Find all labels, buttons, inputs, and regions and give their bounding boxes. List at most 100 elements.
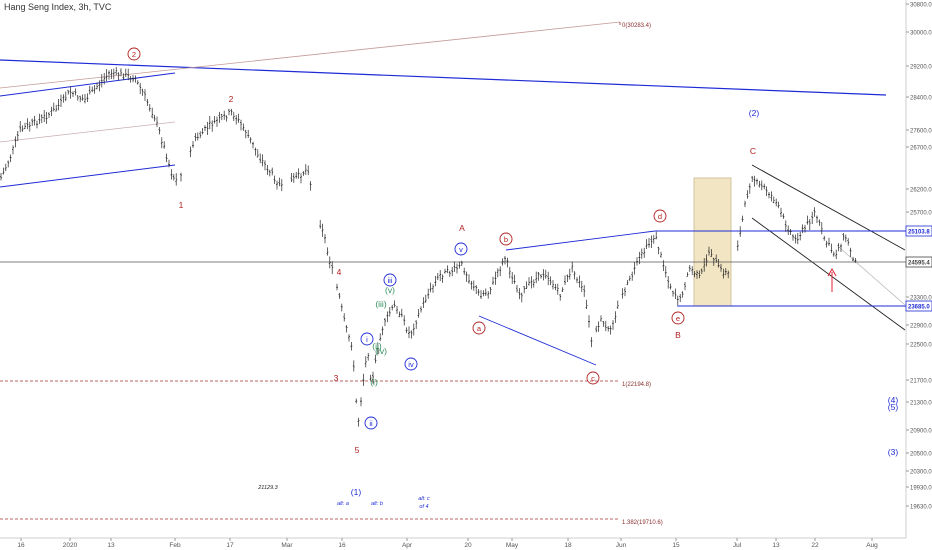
x-tick-label: 22 (811, 542, 819, 549)
y-tick-label: 22900.0 (910, 324, 932, 330)
annotation-label: alt: a (337, 501, 349, 507)
x-tick-label: Apr (402, 542, 413, 549)
y-tick-label: 26200.0 (910, 188, 932, 194)
up-arrow-icon-head (827, 267, 837, 277)
annotation-label: 21129.3 (257, 485, 278, 491)
wave-label: 5 (355, 445, 360, 455)
x-tick-label: May (506, 542, 519, 549)
fib-label: 1.382(19710.6) (622, 520, 663, 526)
wave-label-circle (404, 357, 418, 371)
price-tag-label: 24595.4 (908, 261, 930, 267)
highlight-box (693, 177, 732, 307)
wave-label-circle (360, 332, 374, 346)
wave-label: A (459, 223, 465, 233)
wave-label-circle (499, 232, 513, 246)
wave-label-circle (671, 311, 685, 325)
x-tick-label: Jun (616, 542, 627, 549)
wave-label: 4 (337, 267, 342, 277)
wave-label: a (477, 324, 482, 333)
y-tick-label: 21300.0 (910, 401, 932, 407)
y-tick-label: 27600.0 (910, 129, 932, 135)
chart-title: Hang Seng Index, 3h, TVC (4, 2, 112, 12)
wave-label-circle (653, 209, 667, 223)
wave-label: c (591, 374, 595, 383)
x-tick-label: 17 (226, 542, 234, 549)
wave-label-circle (127, 47, 141, 61)
wave-label: (v) (385, 285, 395, 295)
wave-label: 2 (132, 50, 136, 59)
price-tag (905, 300, 932, 312)
annotation-label: alt: b (371, 501, 383, 507)
wave-label: 3 (334, 373, 339, 383)
y-tick-label: 25700.0 (910, 211, 932, 217)
y-tick-label: 19630.0 (910, 505, 932, 511)
wave-label: ii (369, 419, 373, 428)
x-tick-label: 15 (672, 542, 680, 549)
wave-label: v (459, 245, 463, 254)
wave-label: b (504, 235, 508, 244)
channel-blue-lower (0, 164, 176, 188)
x-tick-label: Mar (281, 542, 293, 549)
price-tag-label: 23685.0 (908, 305, 930, 311)
trendline-long-blue (0, 59, 887, 96)
x-tick-label: Aug (866, 542, 878, 549)
y-tick-label: 19930.0 (910, 486, 932, 492)
wave-label: C (750, 146, 756, 156)
wave-label: (i) (370, 377, 378, 387)
y-tick-label: 26700.0 (910, 146, 932, 152)
price-tag (905, 225, 932, 237)
wave-label: B (675, 330, 681, 340)
triangle-lower-line (478, 315, 597, 366)
wave-label: i (366, 335, 368, 344)
x-tick-label: 20 (464, 542, 472, 549)
price-tag-label: 25103.8 (908, 230, 930, 236)
wave-label-circle (383, 273, 397, 287)
x-tick-label: 13 (107, 542, 115, 549)
down-channel-upper (751, 164, 906, 251)
y-tick-label: 21700.0 (910, 379, 932, 385)
wave-label: (iii) (375, 299, 386, 309)
wave-label: e (676, 314, 680, 323)
x-tick-label: 13 (772, 542, 780, 549)
wave-label: (ii) (372, 341, 382, 351)
down-channel-mid (839, 247, 906, 306)
channel-gray-line (0, 121, 176, 143)
wave-label-circle (364, 416, 378, 430)
y-tick-label: 30000.0 (910, 31, 932, 37)
triangle-upper-line (505, 230, 656, 251)
down-channel-lower (751, 217, 906, 331)
wave-label: iv (408, 360, 414, 369)
y-tick-label: 30800.0 (910, 3, 932, 9)
channel-blue-upper (0, 72, 176, 97)
wave-label: d (658, 212, 662, 221)
y-tick-label: 28400.0 (910, 96, 932, 102)
wave-label: 1 (179, 200, 184, 210)
wave-label: (2) (749, 108, 760, 118)
wave-label: iii (388, 276, 393, 285)
wave-label: 2 (229, 94, 234, 104)
x-tick-label: 18 (564, 542, 572, 549)
x-tick-label: 16 (17, 542, 25, 549)
y-tick-label: 20300.0 (910, 470, 932, 476)
x-tick-label: Jul (733, 542, 742, 549)
x-tick-label: 16 (338, 542, 346, 549)
price-candles (0, 66, 857, 427)
annotation-label: alt: c (418, 496, 430, 502)
y-tick-label: 29200.0 (910, 65, 932, 71)
y-tick-label: 20500.0 (910, 452, 932, 458)
fib-diagonal-line (0, 21, 621, 89)
price-tag (905, 256, 932, 268)
y-tick-label: 22500.0 (910, 343, 932, 349)
wave-label: (3) (888, 447, 899, 457)
annotation-label: of 4 (419, 504, 428, 510)
wave-label: (4) (888, 395, 899, 405)
wave-label-circle (454, 242, 468, 256)
x-tick-label: 2020 (63, 542, 78, 549)
fib-label: 1(22194.8) (622, 382, 651, 388)
x-tick-label: Feb (169, 542, 181, 549)
wave-label: (iv) (375, 346, 387, 356)
y-tick-label: 20900.0 (910, 429, 932, 435)
wave-label-circle (472, 321, 486, 335)
y-tick-label: 23300.0 (910, 296, 932, 302)
